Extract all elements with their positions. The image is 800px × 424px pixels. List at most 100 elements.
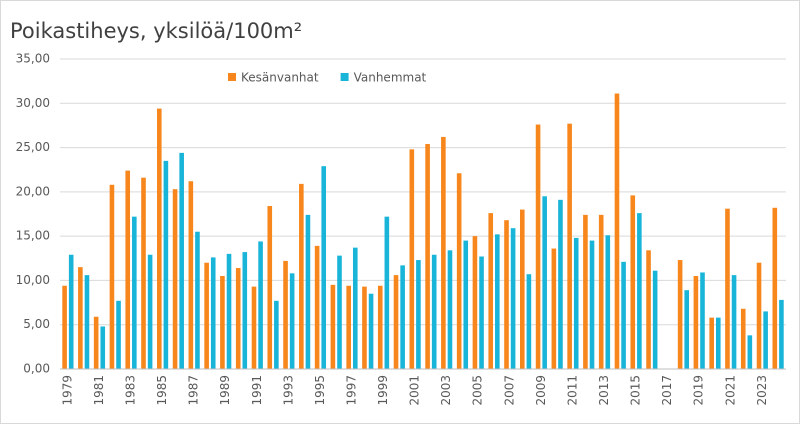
bar — [447, 250, 453, 369]
bar — [305, 214, 311, 369]
bar — [346, 285, 351, 369]
chart-title: Poikastiheys, yksilöä/100m² — [10, 19, 302, 43]
x-tick-label: 1989 — [218, 375, 232, 406]
bar — [709, 317, 714, 369]
bar — [188, 181, 194, 369]
x-tick-label: 2015 — [629, 375, 643, 406]
bar — [258, 241, 263, 369]
bar — [210, 257, 216, 369]
x-tick-label: 1997 — [344, 375, 358, 406]
bar — [274, 300, 279, 369]
x-tick-label: 1993 — [281, 375, 295, 406]
bar — [352, 247, 358, 369]
bar — [179, 152, 184, 369]
bar — [321, 166, 327, 369]
legend-label: Kesänvanhat — [241, 71, 319, 85]
y-tick-label: 20,00 — [16, 184, 50, 198]
bar — [472, 236, 478, 369]
x-tick-label: 1991 — [250, 375, 264, 406]
bar — [526, 274, 532, 369]
bar — [763, 311, 768, 369]
bar — [725, 208, 730, 369]
bar — [463, 240, 469, 369]
bar — [731, 275, 737, 369]
bar — [400, 265, 405, 369]
x-tick-label: 1999 — [376, 375, 390, 406]
bar — [747, 335, 753, 369]
bar — [431, 254, 437, 369]
bar — [479, 256, 484, 369]
y-tick-label: 0,00 — [23, 362, 50, 376]
bar — [195, 231, 200, 369]
bar — [567, 123, 572, 370]
bar — [125, 170, 131, 369]
bar — [510, 228, 516, 369]
bar — [684, 290, 690, 369]
y-tick-label: 30,00 — [16, 96, 50, 110]
legend-swatch — [228, 73, 236, 81]
x-tick-label: 2007 — [502, 375, 516, 406]
bar — [314, 245, 320, 369]
x-tick-label: 2019 — [692, 375, 706, 406]
bar — [740, 308, 746, 369]
bar — [109, 184, 115, 369]
bar — [368, 293, 374, 369]
bar — [330, 284, 336, 369]
bar — [362, 286, 367, 369]
bar — [504, 220, 509, 369]
bar — [425, 144, 430, 369]
y-tick-label: 35,00 — [16, 52, 50, 66]
bar — [583, 214, 588, 369]
y-tick-label: 15,00 — [16, 229, 50, 243]
bar — [289, 273, 295, 369]
x-tick-label: 2017 — [660, 375, 674, 406]
x-tick-label: 2013 — [597, 375, 611, 406]
bar — [416, 260, 421, 369]
y-tick-label: 25,00 — [16, 140, 50, 154]
bar — [605, 235, 611, 369]
bar — [204, 262, 209, 369]
bar — [630, 195, 636, 369]
bar — [147, 254, 153, 369]
legend-swatch — [340, 73, 349, 81]
bar — [235, 268, 241, 369]
legend-label: Vanhemmat — [354, 71, 427, 85]
bar — [677, 260, 683, 369]
bar — [621, 261, 626, 369]
x-tick-label: 2001 — [408, 375, 422, 406]
bar — [163, 160, 169, 369]
bar — [100, 326, 106, 369]
bar — [488, 213, 494, 369]
x-tick-label: 1987 — [187, 375, 201, 406]
bar — [558, 199, 563, 369]
bar — [299, 183, 304, 369]
bar — [393, 275, 399, 369]
bar — [495, 234, 500, 369]
bar — [779, 299, 784, 369]
bar — [251, 286, 257, 369]
bar — [409, 149, 415, 369]
bar — [116, 300, 121, 369]
bar — [226, 253, 232, 369]
bar — [589, 240, 595, 369]
y-tick-label: 10,00 — [16, 273, 50, 287]
bar — [337, 255, 342, 369]
x-tick-label: 2003 — [439, 375, 453, 406]
bar — [84, 275, 90, 369]
bar — [573, 237, 579, 369]
bar — [535, 124, 541, 370]
bar — [267, 206, 273, 369]
bar — [598, 214, 604, 369]
bar — [68, 254, 74, 369]
x-tick-label: 2005 — [471, 375, 485, 406]
bar — [756, 262, 762, 369]
x-tick-label: 1981 — [92, 375, 106, 406]
bar — [242, 252, 248, 369]
x-tick-label: 1983 — [124, 375, 138, 406]
x-tick-label: 1979 — [60, 375, 74, 406]
bar — [141, 177, 146, 369]
x-tick-label: 1985 — [155, 375, 169, 406]
bar — [283, 260, 288, 369]
bar — [156, 108, 162, 369]
bar — [172, 189, 178, 369]
